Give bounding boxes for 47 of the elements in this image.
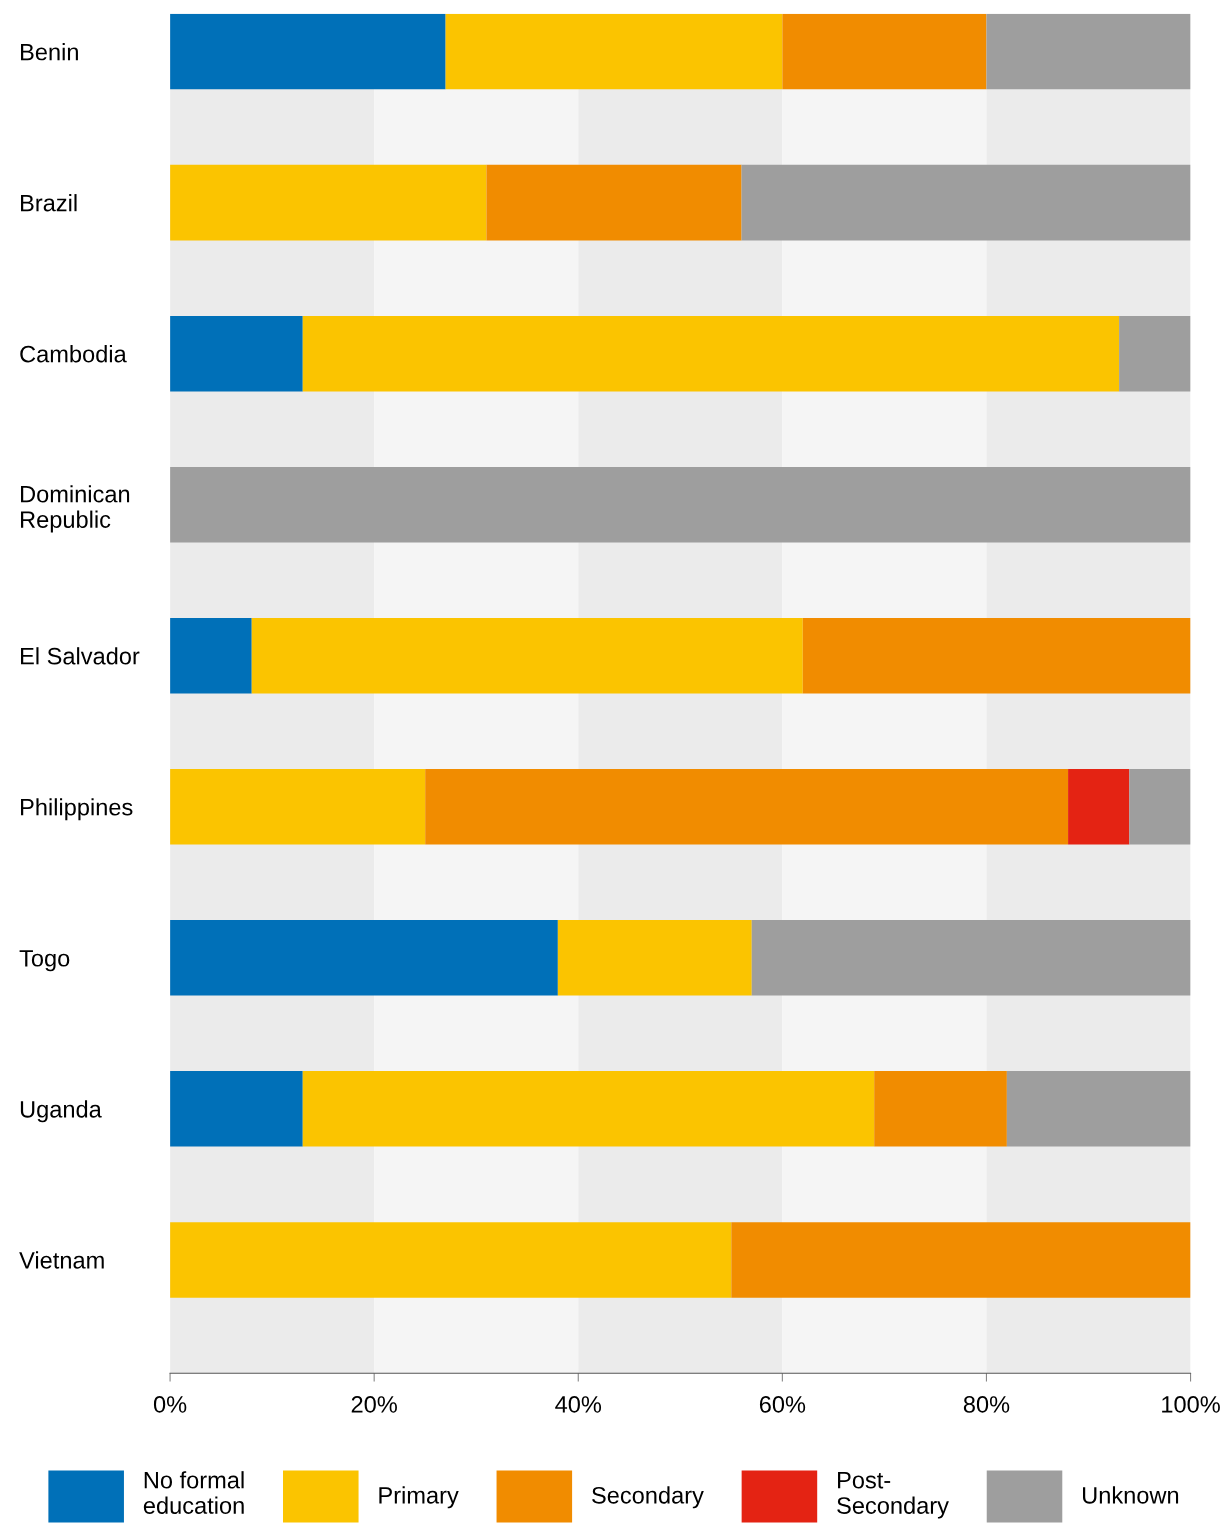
legend-label: Secondary	[592, 1486, 704, 1509]
bar	[170, 1071, 303, 1147]
bar	[741, 164, 1191, 241]
bar	[251, 617, 803, 694]
bar	[445, 13, 783, 90]
x-tick-label: 80%	[963, 1396, 1010, 1413]
x-tick-label: 40%	[555, 1396, 602, 1413]
bar	[302, 1071, 875, 1147]
bar	[782, 13, 987, 90]
bar	[751, 920, 1191, 996]
bar	[170, 920, 558, 996]
bar	[170, 617, 252, 694]
bar	[1068, 769, 1130, 845]
bar	[1006, 1071, 1191, 1147]
bar	[302, 315, 1120, 392]
legend-label: Unknown	[1083, 1486, 1179, 1504]
bar	[986, 13, 1191, 90]
legend-label: Post- Secondary	[837, 1472, 949, 1519]
bar	[170, 769, 426, 845]
bar	[731, 1222, 1191, 1298]
bar	[170, 13, 446, 90]
bar	[425, 769, 1069, 845]
y-tick-label: El Salvador	[21, 647, 140, 665]
y-tick-label: Cambodia	[20, 345, 127, 363]
bar	[1129, 769, 1191, 845]
y-tick-label: Uganda	[20, 1100, 102, 1123]
legend-label: No formal education	[143, 1471, 244, 1514]
bar	[170, 164, 487, 241]
y-tick-label: Brazil	[21, 194, 77, 212]
bar	[874, 1071, 1007, 1147]
bar	[170, 1222, 732, 1298]
x-tick-label: 0%	[153, 1396, 187, 1413]
bar	[802, 617, 1191, 694]
y-tick-label: Philippines	[21, 798, 133, 821]
bar	[1119, 315, 1191, 392]
bar	[170, 315, 303, 392]
x-tick-label: 20%	[351, 1396, 397, 1413]
y-tick-label: Benin	[21, 43, 78, 61]
y-tick-label: Dominican Republic	[21, 485, 130, 533]
y-tick-label: Togo	[19, 950, 70, 972]
legend-label: Primary	[379, 1486, 459, 1509]
bar	[170, 466, 1191, 543]
y-tick-label: Vietnam	[19, 1251, 104, 1269]
x-tick-label: 60%	[759, 1396, 806, 1413]
bar	[557, 920, 752, 996]
bar	[486, 164, 742, 241]
x-tick-label: 100%	[1162, 1396, 1220, 1413]
